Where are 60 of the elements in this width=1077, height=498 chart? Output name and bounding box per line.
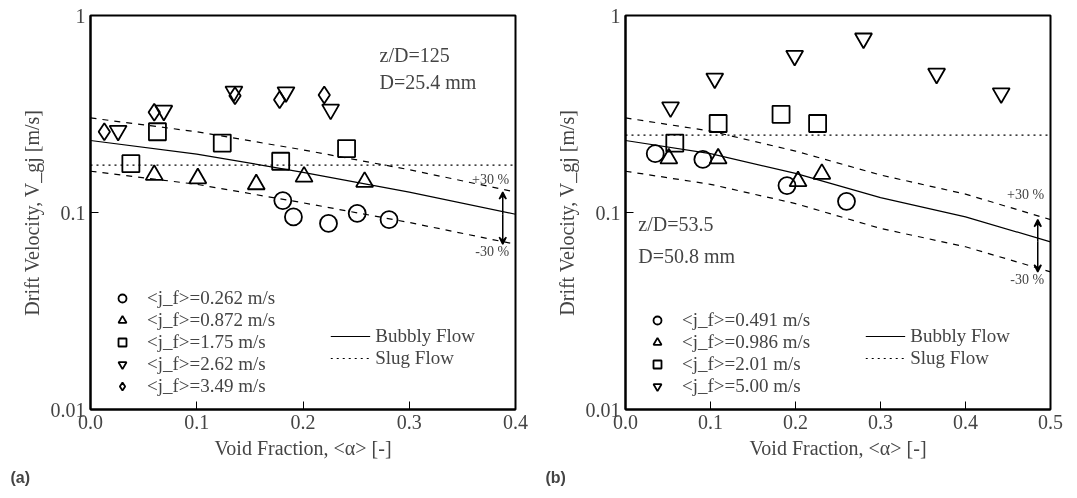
point [212, 133, 232, 153]
point [121, 154, 141, 174]
annotation: z/D=125 [379, 43, 450, 66]
point [147, 102, 161, 122]
point [271, 151, 291, 171]
annotation: -30 % [1010, 271, 1045, 287]
point [273, 90, 287, 110]
legend-label: <j_f>=2.01 m/s [682, 353, 801, 375]
point [97, 122, 111, 142]
x-axis-title: Void Fraction, <α> [-] [749, 436, 927, 459]
point [154, 104, 174, 122]
legend-label: <j_f>=1.75 m/s [147, 331, 266, 353]
x-tick-label: 0.5 [1038, 410, 1063, 433]
annotation: D=25.4 mm [379, 71, 477, 94]
point [284, 207, 303, 227]
legend-label: Bubbly Flow [910, 325, 1010, 347]
x-tick-label: 0.3 [868, 410, 893, 433]
y-tick-label: 1 [610, 4, 621, 27]
legend-label: <j_f>=0.491 m/s [682, 309, 811, 331]
x-axis-title: Void Fraction, <α> [-] [214, 436, 392, 459]
y-axis-title: Drift Velocity, V_gj [m/s] [555, 109, 579, 316]
annotation: z/D=53.5 [638, 213, 714, 236]
legend-label: <j_f>=5.00 m/s [682, 375, 801, 397]
x-tick-label: 0.1 [698, 410, 723, 433]
legend-label: <j_f>=3.49 m/s [147, 375, 266, 397]
y-tick-label: 0.1 [595, 201, 621, 224]
legend-label: <j_f>=2.62 m/s [147, 353, 266, 375]
x-tick-label: 0.1 [184, 410, 210, 433]
x-tick-label: 0.2 [783, 410, 808, 433]
point [224, 85, 244, 103]
x-tick-label: 0.2 [290, 410, 316, 433]
annotation: D=50.8 mm [638, 244, 736, 267]
legend-label: <j_f>=0.986 m/s [682, 331, 811, 353]
legend-label: Slug Flow [375, 347, 454, 369]
x-tick-label: 0.3 [396, 410, 422, 433]
legend-label: Bubbly Flow [375, 325, 475, 347]
text: (a) [10, 468, 31, 486]
x-tick-label: 0.4 [503, 410, 528, 433]
point [379, 210, 399, 230]
point [273, 191, 293, 210]
y-axis-title: Drift Velocity, V_gj [m/s] [20, 109, 44, 316]
point [276, 86, 296, 103]
legend-label: <j_f>=0.262 m/s [147, 287, 276, 309]
point [317, 85, 331, 105]
annotation: -30 % [475, 244, 510, 260]
y-tick-label: 0.1 [60, 201, 86, 224]
annotation: +30 % [472, 171, 510, 187]
point [108, 124, 128, 142]
annotation: +30 % [1007, 187, 1045, 203]
y-tick-label: 1 [75, 4, 86, 27]
point [321, 103, 341, 121]
point [337, 139, 356, 159]
point [148, 122, 167, 142]
legend-label: Slug Flow [910, 347, 989, 369]
point [228, 86, 242, 106]
point [319, 214, 338, 233]
point [347, 203, 367, 223]
legend-label: <j_f>=0.872 m/s [147, 309, 276, 331]
x-tick-label: 0.4 [953, 410, 978, 433]
text: (b) [545, 468, 566, 486]
